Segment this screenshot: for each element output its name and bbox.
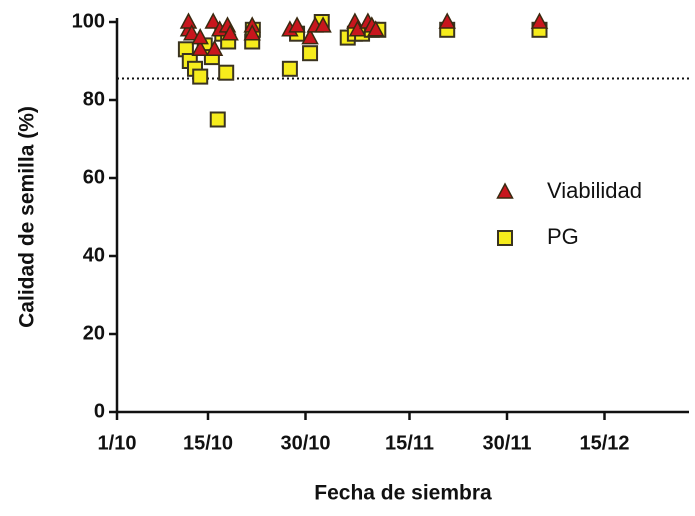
x-tick-label: 1/10 — [98, 432, 137, 454]
legend-label: PG — [547, 224, 579, 249]
y-tick-label: 40 — [83, 244, 105, 266]
x-tick-label: 30/10 — [280, 432, 330, 454]
data-point — [192, 68, 209, 85]
x-axis-title: Fecha de siembra — [314, 482, 492, 505]
data-point — [205, 39, 224, 57]
x-tick-label: 15/10 — [183, 432, 233, 454]
data-point — [288, 16, 306, 33]
data-point — [530, 12, 549, 29]
data-point — [191, 39, 209, 57]
x-tick-label: 30/11 — [483, 432, 532, 454]
data-point — [182, 24, 201, 41]
data-point — [243, 24, 261, 41]
data-point — [301, 28, 319, 45]
y-axis-title: Calidad de semilla (%) — [16, 106, 39, 328]
data-point — [191, 28, 209, 45]
data-point — [281, 60, 298, 77]
y-tick-label: 100 — [72, 10, 105, 32]
data-point — [209, 111, 226, 128]
y-tick-label: 60 — [83, 166, 105, 188]
data-point — [366, 20, 385, 37]
data-point — [218, 64, 235, 81]
data-point — [221, 24, 239, 41]
data-point — [302, 45, 319, 62]
x-tick-label: 15/12 — [579, 432, 629, 454]
y-tick-label: 80 — [83, 88, 105, 110]
data-point — [204, 12, 222, 29]
data-point — [179, 12, 198, 29]
data-point — [348, 20, 367, 37]
data-point — [314, 16, 332, 33]
y-tick-label: 20 — [83, 322, 105, 344]
legend-label: Viabilidad — [547, 178, 642, 203]
x-tick-label: 15/11 — [385, 432, 434, 454]
data-point — [438, 12, 456, 29]
legend-marker — [496, 182, 514, 199]
legend-marker — [497, 230, 513, 246]
y-tick-label: 0 — [94, 400, 105, 422]
